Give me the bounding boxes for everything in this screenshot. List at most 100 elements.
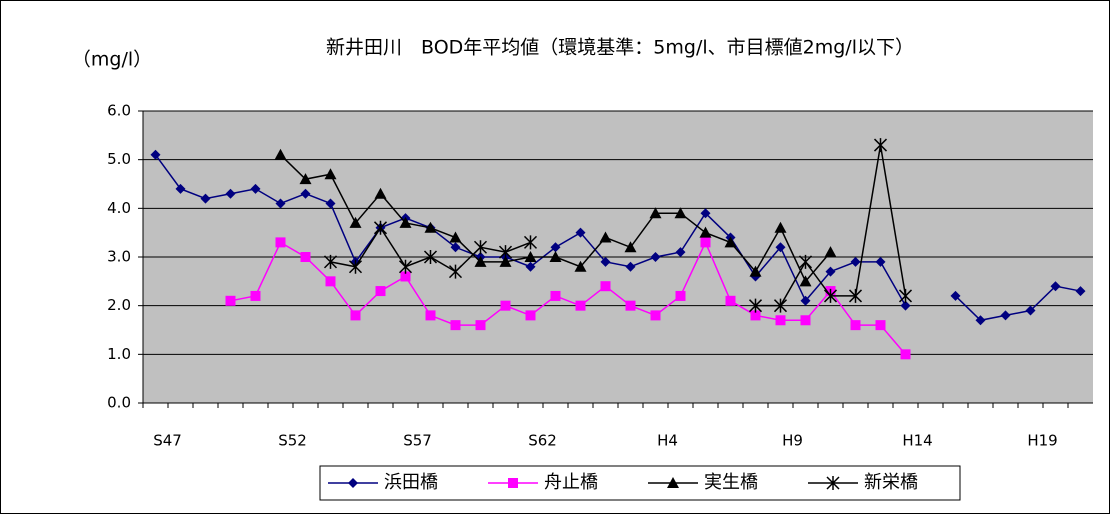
x-tick-label: H14	[902, 432, 932, 450]
data-point	[473, 240, 488, 255]
data-point	[824, 246, 837, 258]
data-point	[274, 148, 287, 160]
data-point	[348, 259, 363, 274]
data-point	[950, 290, 961, 301]
data-point	[349, 216, 362, 228]
data-point	[850, 256, 861, 267]
data-point	[774, 221, 787, 233]
data-point	[325, 276, 336, 287]
legend-label: 浜田橋	[384, 472, 438, 493]
legend-marker	[667, 477, 679, 488]
y-tick-label: 1.0	[107, 345, 131, 363]
data-point	[250, 183, 261, 194]
data-point	[523, 235, 538, 250]
y-tick-label: 0.0	[107, 394, 131, 412]
data-point	[1050, 281, 1061, 292]
legend-marker	[826, 476, 840, 490]
data-point	[750, 310, 761, 321]
data-point	[275, 198, 286, 209]
data-point	[748, 298, 763, 313]
data-point	[775, 242, 786, 253]
y-tick-label: 6.0	[107, 102, 131, 120]
data-point	[398, 259, 413, 274]
data-point	[375, 286, 386, 297]
y-tick-label: 5.0	[107, 150, 131, 168]
data-point	[900, 300, 911, 311]
data-point	[675, 290, 686, 301]
data-point	[800, 295, 811, 306]
x-tick-label: H19	[1027, 432, 1057, 450]
data-point	[850, 320, 861, 331]
x-tick-label: S57	[403, 432, 432, 450]
data-point	[749, 265, 762, 277]
data-point	[549, 251, 562, 262]
data-point	[350, 310, 361, 321]
legend-label: 舟止橋	[544, 472, 598, 493]
data-point	[300, 252, 311, 262]
data-point	[574, 260, 587, 272]
data-point	[325, 198, 336, 209]
data-point	[900, 349, 911, 360]
x-tick-label: S62	[528, 432, 557, 450]
data-point	[324, 168, 337, 180]
data-point	[525, 261, 536, 272]
legend-label: 実生橋	[704, 472, 758, 493]
data-point	[450, 242, 461, 253]
data-point	[474, 255, 487, 267]
data-point	[450, 320, 461, 331]
data-point	[423, 250, 438, 264]
y-axis-label: （mg/l）	[72, 49, 152, 71]
data-point	[1000, 310, 1011, 321]
data-point	[624, 241, 637, 253]
legend-marker	[348, 478, 358, 488]
data-point	[150, 149, 161, 160]
data-point	[498, 245, 513, 260]
data-point	[600, 256, 611, 267]
data-point	[424, 221, 437, 233]
data-point	[775, 315, 786, 326]
data-point	[575, 300, 586, 311]
data-point	[175, 183, 186, 194]
series-line	[230, 240, 907, 355]
data-point	[848, 288, 863, 303]
y-tick-label: 4.0	[107, 199, 131, 217]
x-tick-label: S52	[278, 432, 307, 450]
data-point	[699, 226, 712, 238]
data-point	[700, 208, 711, 219]
data-point	[399, 216, 412, 228]
data-point	[600, 281, 611, 292]
y-tick-label: 2.0	[107, 296, 131, 314]
data-point	[250, 290, 261, 301]
data-point	[823, 288, 838, 303]
data-point	[1025, 305, 1036, 316]
data-point	[675, 247, 686, 258]
data-point	[1075, 286, 1086, 297]
data-point	[500, 300, 511, 311]
data-point	[724, 236, 737, 248]
data-point	[825, 266, 836, 277]
data-point	[725, 295, 736, 306]
data-point	[625, 261, 636, 272]
data-point	[575, 227, 586, 238]
data-point	[550, 242, 561, 253]
data-point	[499, 255, 512, 267]
data-point	[524, 251, 537, 262]
data-point	[975, 315, 986, 326]
data-point	[650, 310, 661, 321]
data-point	[798, 254, 813, 269]
legend-marker	[508, 478, 518, 488]
data-point	[649, 207, 662, 219]
data-point	[898, 288, 913, 303]
data-point	[475, 320, 486, 331]
data-point	[525, 310, 536, 321]
data-point	[773, 298, 788, 313]
data-point	[299, 173, 312, 185]
x-tick-label: H4	[657, 432, 678, 450]
x-tick-label: H9	[782, 432, 803, 450]
data-point	[373, 220, 388, 235]
data-point	[323, 254, 338, 269]
data-point	[400, 271, 411, 282]
data-point	[650, 252, 661, 262]
chart-title: 新井田川 BOD年平均値（環境基準：5mg/l、市目標値2mg/l以下）	[326, 37, 914, 59]
data-point	[625, 300, 636, 311]
